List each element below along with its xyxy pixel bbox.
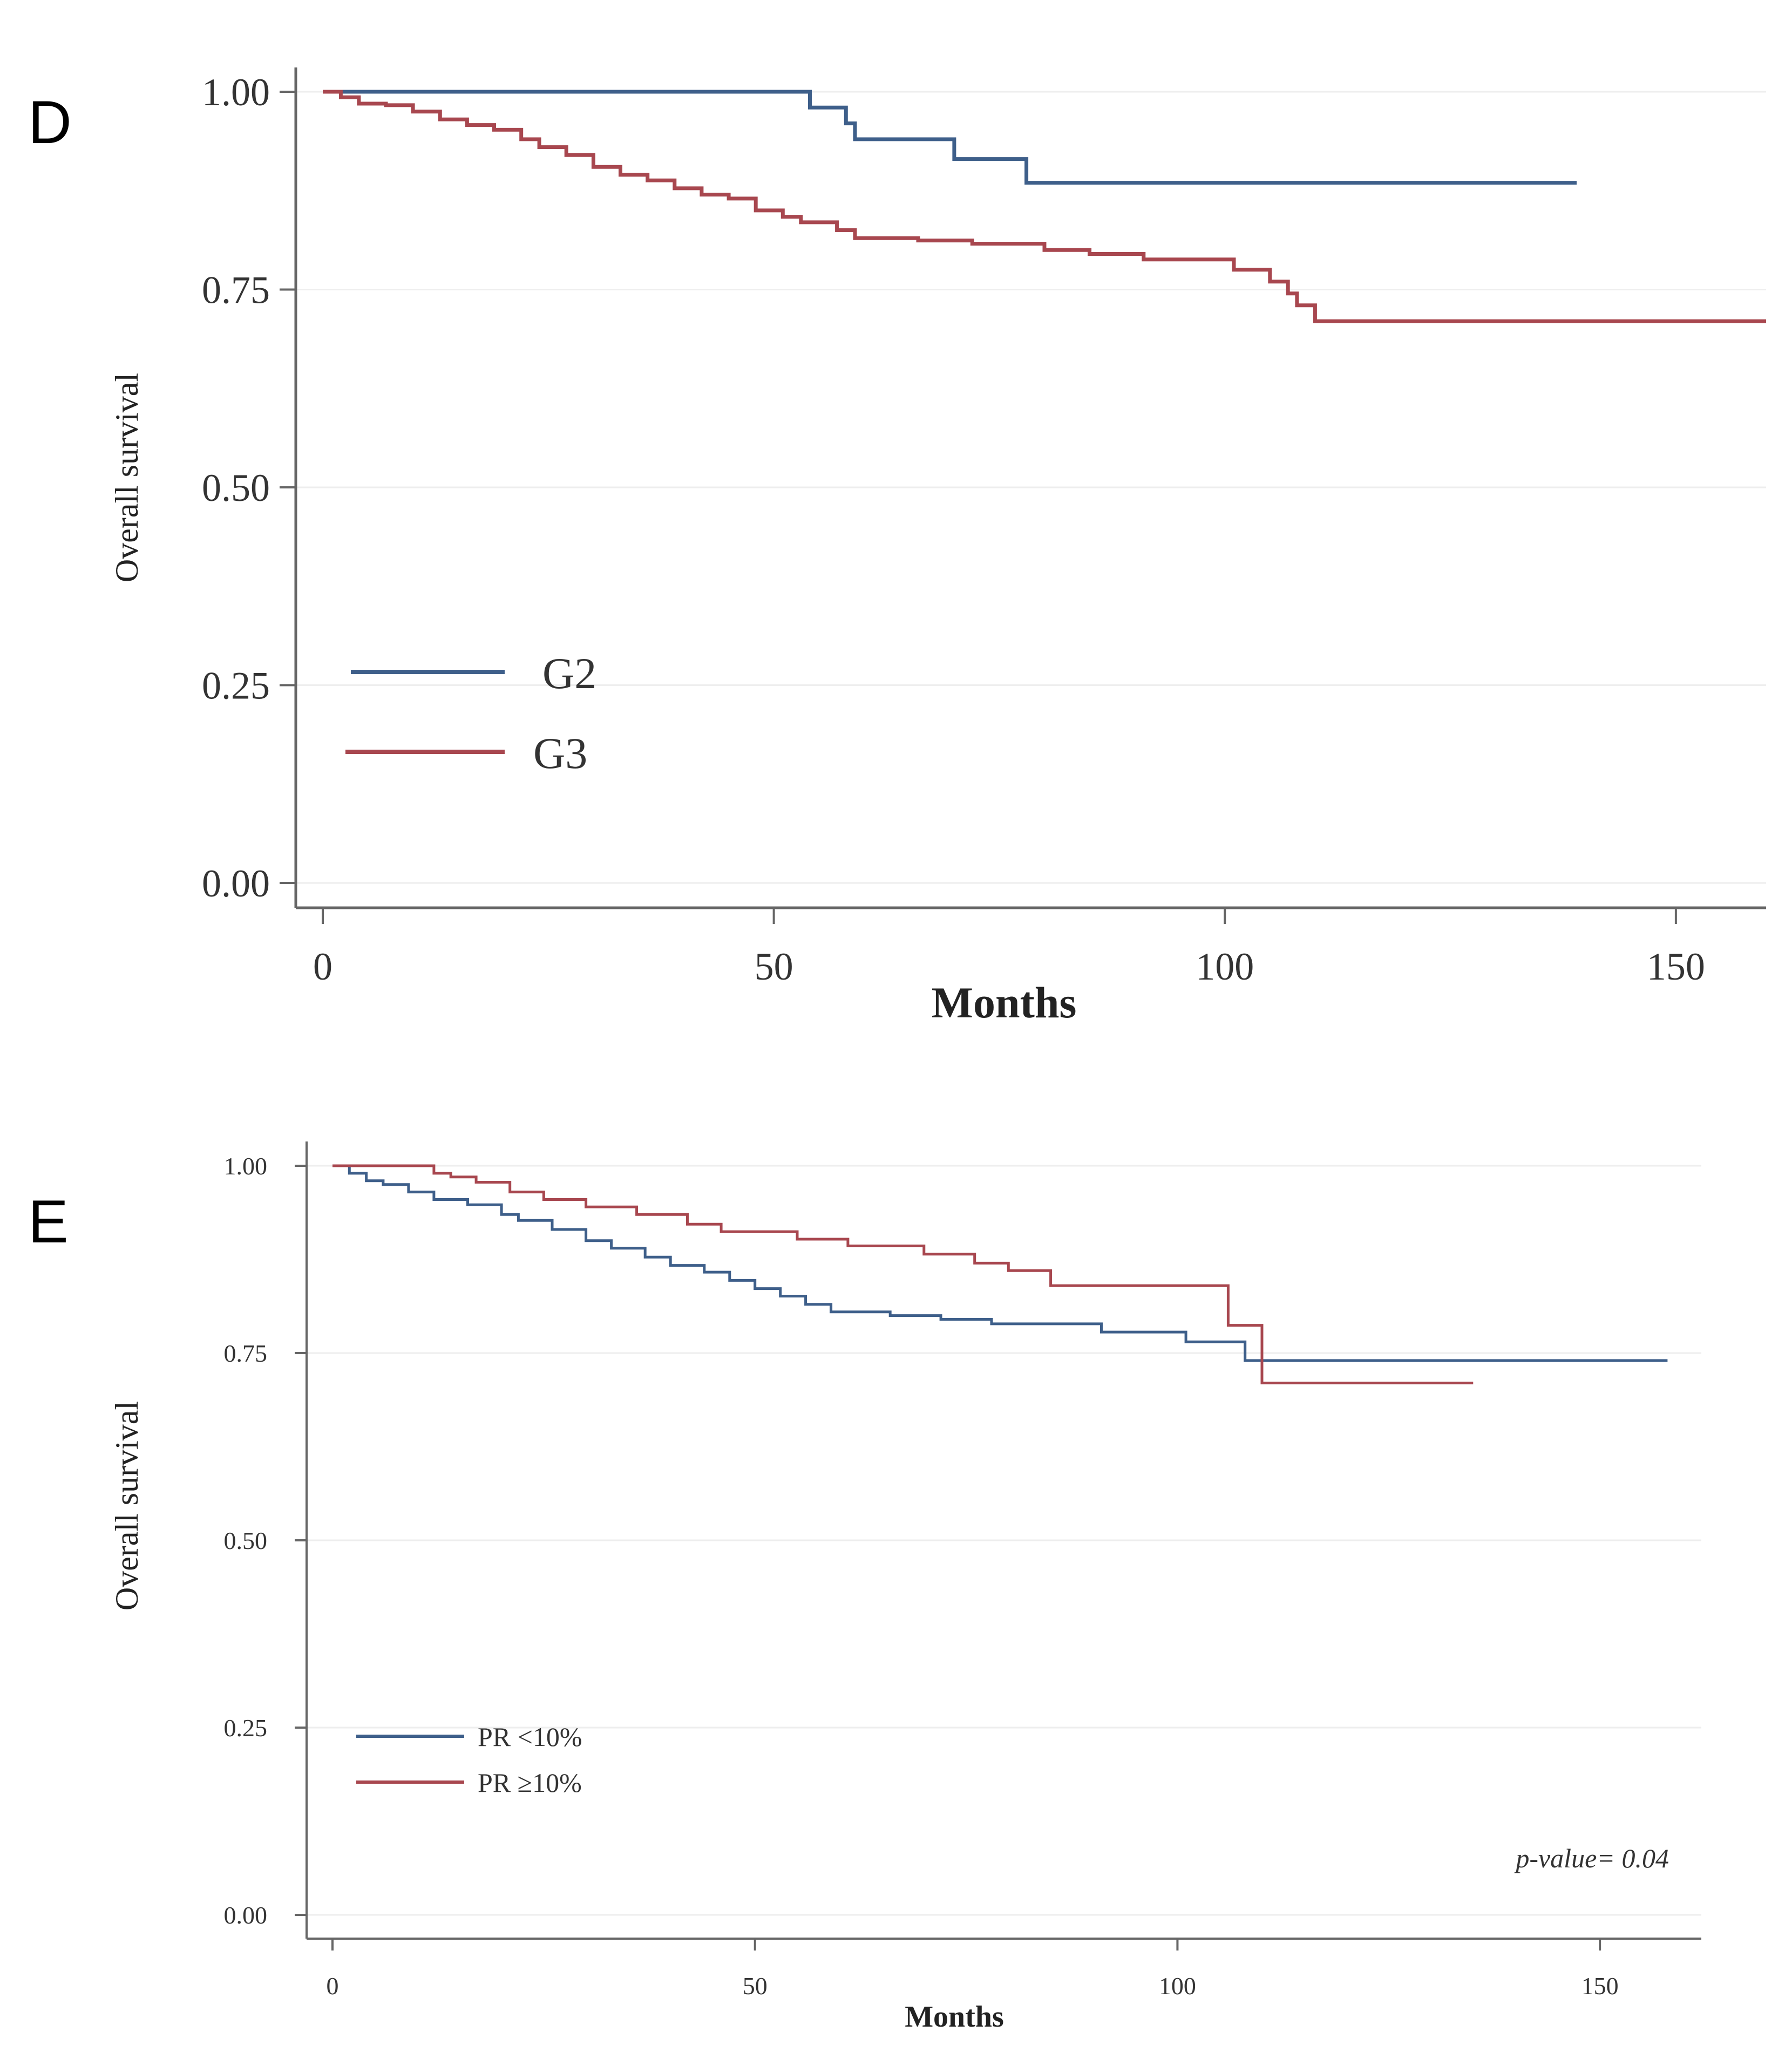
y-tick-label: 0.50 — [202, 466, 270, 509]
y-tick-label: 0.75 — [202, 269, 270, 312]
panel-d-series — [323, 90, 1766, 323]
y-tick-label: 0.00 — [202, 862, 270, 905]
legend-pr-high-label: PR ≥10% — [478, 1768, 582, 1798]
panel-e: E 0.00 0.25 0.50 0.75 1.00 0 50 100 150 Months O… — [28, 1141, 1701, 2034]
panel-e-grid — [307, 1165, 1701, 1916]
panel-e-ticks: 0.00 0.25 0.50 0.75 1.00 0 50 100 150 — [224, 1152, 1619, 2000]
y-tick-label: 0.00 — [224, 1901, 268, 1929]
x-tick-label: 100 — [1196, 945, 1254, 988]
y-tick-label: 0.25 — [202, 664, 270, 708]
panel-e-x-axis-title: Months — [905, 2000, 1004, 2034]
panel-d: D 0.00 0.25 0.50 0.75 1.00 0 50 100 150 Months O… — [28, 67, 1766, 1027]
series-line-pr-10 — [332, 1164, 1668, 1362]
legend-pr-low-label: PR <10% — [478, 1722, 582, 1752]
x-tick-label: 0 — [313, 945, 332, 988]
x-tick-label: 100 — [1159, 1972, 1196, 2000]
y-tick-label: 1.00 — [224, 1152, 268, 1180]
x-tick-label: 50 — [743, 1972, 768, 2000]
p-value-annotation: p-value= 0.04 — [1514, 1843, 1669, 1873]
x-tick-label: 150 — [1647, 945, 1705, 988]
panel-d-x-axis-title: Months — [932, 978, 1077, 1027]
y-tick-label: 0.25 — [224, 1714, 268, 1742]
x-tick-label: 0 — [327, 1972, 339, 2000]
x-tick-label: 150 — [1581, 1972, 1619, 2000]
y-tick-label: 0.50 — [224, 1527, 268, 1554]
panel-e-y-axis-title: Overall survival — [109, 1401, 145, 1610]
y-tick-label: 1.00 — [202, 71, 270, 114]
panel-e-legend: PR <10% PR ≥10% — [356, 1722, 582, 1798]
series-line-g2 — [323, 90, 1577, 185]
legend-g3-label: G3 — [533, 729, 587, 778]
series-line-g3 — [323, 90, 1766, 323]
panel-e-series — [332, 1164, 1668, 1384]
series-line-pr-10 — [332, 1164, 1474, 1384]
x-tick-label: 50 — [755, 945, 793, 988]
panel-e-letter: E — [28, 1188, 69, 1255]
panel-d-ticks: 0.00 0.25 0.50 0.75 1.00 0 50 100 150 — [202, 71, 1705, 988]
panel-d-legend: G2 G3 — [345, 649, 596, 778]
panel-d-letter: D — [28, 89, 72, 156]
panel-d-y-axis-title: Overall survival — [109, 373, 145, 582]
y-tick-label: 0.75 — [224, 1340, 268, 1367]
legend-g2-label: G2 — [542, 649, 596, 698]
